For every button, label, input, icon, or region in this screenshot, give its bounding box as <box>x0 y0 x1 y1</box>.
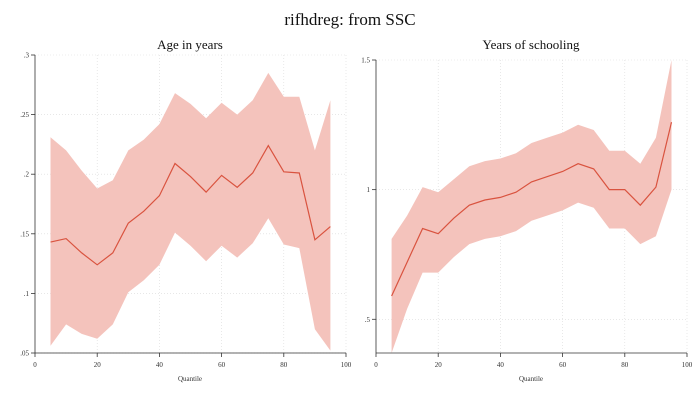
y-tick-label: .05 <box>20 350 29 358</box>
ticks-schooling: 0 20 40 60 80 100 .5 1 1.5 <box>361 57 693 370</box>
x-tick-label: 40 <box>497 361 505 369</box>
y-tick-label: 1.5 <box>361 57 370 65</box>
ticks-age: 0 20 40 60 80 100 .05 .1 .15 .2 .25 .3 <box>20 52 352 370</box>
axes-schooling <box>375 60 687 354</box>
x-axis-title-age: Quantile <box>178 375 202 383</box>
x-tick-label: 80 <box>621 361 629 369</box>
panel-title-age: Age in years <box>157 37 223 52</box>
confidence-band-age <box>50 72 331 351</box>
panel-schooling: Years of schooling 0 20 40 60 80 100 .5 1 1.5 Qu… <box>361 37 693 383</box>
x-tick-label: 80 <box>280 361 288 369</box>
y-tick-label: .25 <box>20 111 29 119</box>
x-tick-label: 0 <box>33 361 37 369</box>
figure-title: rifhdreg: from SSC <box>284 10 415 29</box>
y-tick-label: .2 <box>24 171 30 179</box>
x-tick-label: 100 <box>682 361 693 369</box>
x-tick-label: 0 <box>374 361 378 369</box>
panel-title-schooling: Years of schooling <box>483 37 580 52</box>
x-tick-label: 20 <box>435 361 443 369</box>
x-tick-label: 60 <box>218 361 226 369</box>
axes-age <box>34 55 346 354</box>
x-tick-label: 40 <box>156 361 164 369</box>
y-tick-label: .3 <box>24 52 30 60</box>
y-tick-label: .15 <box>20 230 29 238</box>
x-axis-title-schooling: Quantile <box>519 375 543 383</box>
x-tick-label: 100 <box>341 361 352 369</box>
confidence-band-schooling <box>391 60 672 353</box>
y-tick-label: .5 <box>365 316 371 324</box>
estimate-line-age <box>50 144 331 266</box>
x-tick-label: 20 <box>94 361 102 369</box>
estimate-line-schooling <box>391 122 673 297</box>
x-tick-label: 60 <box>559 361 567 369</box>
y-tick-label: .1 <box>24 290 30 298</box>
y-tick-label: 1 <box>367 186 371 194</box>
panel-age: Age in years 0 20 40 60 80 100 .05 .1 .15 .2 .25 .3… <box>20 37 352 383</box>
